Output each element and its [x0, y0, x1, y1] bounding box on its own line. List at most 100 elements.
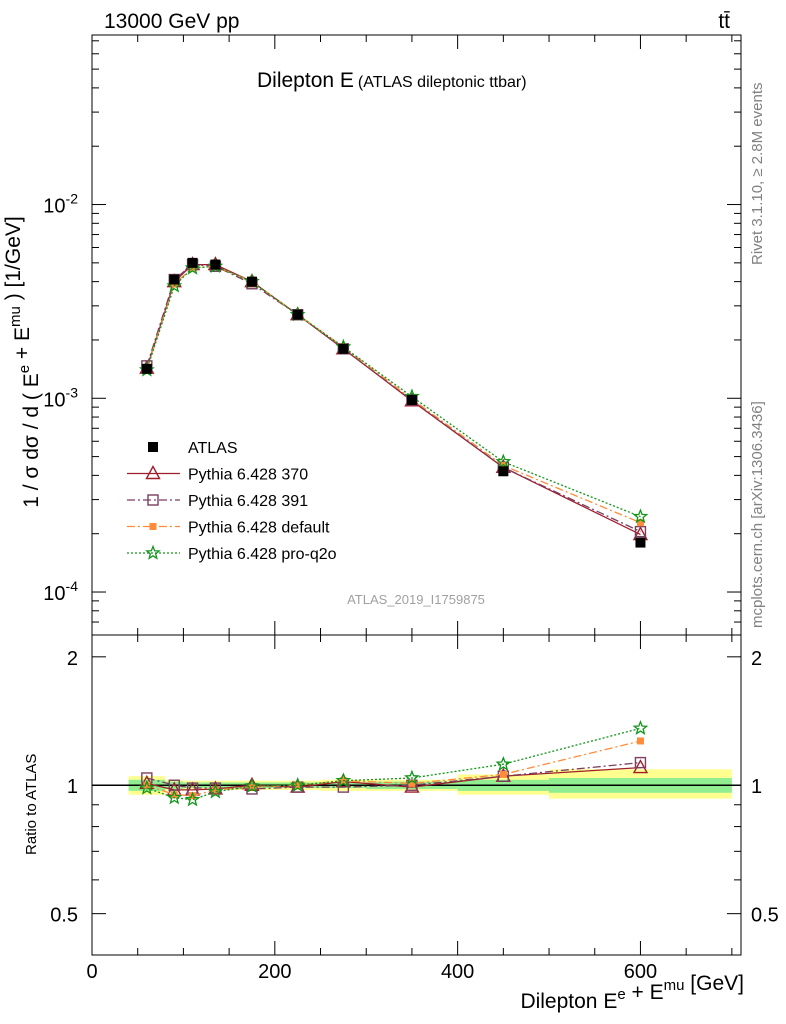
x-tick-label: 400: [441, 961, 474, 983]
ratio-point-pythia-6-428-default-4-shape: [248, 783, 256, 791]
point-atlas-4-shape: [246, 276, 257, 287]
ratio-point-pythia-6-428-default-0: [143, 781, 151, 789]
ratio-point-pythia-6-428-default-5: [294, 781, 302, 789]
ratio-point-pythia-6-428-default-5-shape: [294, 781, 302, 789]
point-atlas-7: [406, 394, 417, 405]
ratio-point-pythia-6-428-default-3: [211, 786, 219, 794]
x-axis-label: Dilepton Ee + Emu [GeV]: [520, 972, 744, 1013]
y-tick-label: 10-2: [43, 191, 78, 218]
point-atlas-5: [292, 309, 303, 320]
legend-entry-pythia-6-428-370: Pythia 6.428 370: [127, 465, 308, 484]
point-pythia-6-428-391-9: [634, 525, 647, 538]
series-line-pythia-6-428-default: [146, 265, 641, 524]
series-atlas: [141, 257, 646, 548]
legend-marker-atlas: [148, 442, 158, 452]
ratio-point-pythia-6-428-391-9-shape: [634, 756, 647, 769]
point-atlas-1-shape: [169, 274, 180, 285]
ratio-point-pythia-6-428-default-0-shape: [143, 781, 151, 789]
x-tick-label: 200: [258, 961, 291, 983]
legend-marker-atlas-shape: [148, 442, 158, 452]
ratio-point-pythia-6-428-pro-q2o-5: [289, 776, 306, 792]
ratio-point-pythia-6-428-default-7-shape: [408, 779, 416, 787]
point-pythia-6-428-pro-q2o-9: [632, 508, 649, 524]
ratio-point-pythia-6-428-pro-q2o-5-shape: [289, 776, 306, 792]
point-pythia-6-428-pro-q2o-8: [495, 453, 512, 469]
ratio-point-pythia-6-428-default-8-shape: [499, 770, 507, 778]
legend-label-pythia-6-428-391: Pythia 6.428 391: [188, 493, 308, 510]
ratio-point-pythia-6-428-default-2: [189, 792, 197, 800]
legend-entry-pythia-6-428-pro-q2o: Pythia 6.428 pro-q2o: [127, 544, 337, 563]
legend-marker-pythia-6-428-default: [149, 523, 157, 530]
ratio-point-pythia-6-428-pro-q2o-6: [335, 772, 352, 788]
point-atlas-8-shape: [498, 466, 509, 477]
ratio-line-pythia-6-428-391: [146, 761, 641, 790]
y-tick-label: 10-3: [43, 384, 78, 411]
legend-marker-pythia-6-428-pro-q2o-shape: [145, 544, 161, 560]
ratio-point-pythia-6-428-pro-q2o-3-shape: [207, 783, 224, 799]
ratio-series-pythia-6-428-default: [143, 737, 644, 800]
ratio-point-pythia-6-428-pro-q2o-8: [495, 755, 512, 771]
ratio-point-pythia-6-428-pro-q2o-3: [207, 783, 224, 799]
ratio-line-pythia-6-428-default: [146, 740, 641, 797]
ratio-point-pythia-6-428-default-1-shape: [170, 791, 178, 799]
point-atlas-2-shape: [187, 257, 198, 268]
legend-marker-pythia-6-428-391: [147, 494, 159, 506]
ratio-point-pythia-6-428-pro-q2o-7: [404, 769, 420, 785]
ratio-series-pythia-6-428-pro-q2o: [138, 719, 649, 807]
point-atlas-3-shape: [210, 259, 221, 270]
legend-marker-pythia-6-428-391-shape: [147, 494, 159, 506]
point-atlas-8: [498, 466, 509, 477]
series-line-pythia-6-428-pro-q2o: [146, 265, 641, 518]
main-plot: 10-2 10-3 10-4: [43, 34, 742, 636]
legend: ATLAS Pythia 6.428 370 Pythia 6.428 391 Pyt…: [127, 440, 337, 563]
ratio-y-tick-label-right: 2: [751, 648, 762, 670]
point-pythia-6-428-default-8: [499, 461, 507, 469]
point-pythia-6-428-pro-q2o-9-shape: [632, 508, 649, 524]
ratio-point-pythia-6-428-391-9: [634, 756, 647, 769]
legend-entry-atlas: ATLAS: [148, 440, 238, 457]
x-tick-label: 0: [86, 961, 97, 983]
ratio-point-pythia-6-428-pro-q2o-4: [244, 777, 260, 793]
point-atlas-9: [635, 537, 646, 548]
legend-label-pythia-6-428-370: Pythia 6.428 370: [188, 467, 308, 484]
svg-text:1 / σ dσ / d ( Ee + Emu ) [1/G: 1 / σ dσ / d ( Ee + Emu ) [1/GeV]: [2, 216, 43, 508]
ratio-point-pythia-6-428-default-4: [248, 783, 256, 791]
x-tick-label: 600: [624, 961, 657, 983]
point-pythia-6-428-pro-q2o-8-shape: [495, 453, 512, 469]
point-atlas-1: [169, 274, 180, 285]
legend-marker-pythia-6-428-default-shape: [149, 523, 157, 530]
legend-marker-pythia-6-428-pro-q2o: [145, 544, 161, 560]
ratio-point-pythia-6-428-pro-q2o-8-shape: [495, 755, 512, 771]
analysis-watermark: ATLAS_2019_I1759875: [347, 592, 485, 607]
point-atlas-2: [187, 257, 198, 268]
ratio-point-pythia-6-428-pro-q2o-6-shape: [335, 772, 352, 788]
plot-title-sub: (ATLAS dileptonic ttbar): [358, 74, 527, 91]
ratio-point-pythia-6-428-pro-q2o-0-shape: [138, 779, 155, 795]
point-atlas-9-shape: [635, 537, 646, 548]
point-pythia-6-428-default-9: [636, 519, 644, 527]
ratio-point-pythia-6-428-pro-q2o-2-shape: [184, 791, 201, 807]
ratio-series-pythia-6-428-391: [141, 756, 647, 795]
ratio-y-tick-label-right: 1: [751, 776, 762, 798]
ratio-point-pythia-6-428-pro-q2o-2: [184, 791, 201, 807]
point-pythia-6-428-391-9-shape: [634, 525, 647, 538]
legend-label-pythia-6-428-default: Pythia 6.428 default: [188, 520, 330, 537]
energy-label: 13000 GeV pp: [104, 10, 239, 33]
ratio-point-pythia-6-428-default-9-shape: [636, 737, 644, 745]
ratio-point-pythia-6-428-pro-q2o-1: [166, 789, 183, 805]
ratio-point-pythia-6-428-pro-q2o-4-shape: [244, 777, 260, 793]
point-atlas-5-shape: [292, 309, 303, 320]
legend-label-atlas: ATLAS: [188, 440, 238, 457]
ratio-y-tick-label: 1: [67, 776, 78, 798]
ratio-point-pythia-6-428-default-3-shape: [211, 786, 219, 794]
point-pythia-6-428-default-9-shape: [636, 519, 644, 527]
plot-title: Dilepton E (ATLAS dileptonic ttbar): [257, 69, 527, 92]
point-pythia-6-428-default-8-shape: [499, 461, 507, 469]
point-atlas-0: [141, 363, 152, 374]
legend-entry-pythia-6-428-default: Pythia 6.428 default: [127, 520, 330, 537]
main-ylabel: 1 / σ dσ / d ( Ee + Emu ) [1/GeV]: [2, 216, 43, 508]
ratio-point-pythia-6-428-pro-q2o-7-shape: [404, 769, 420, 785]
ratio-point-pythia-6-428-default-9: [636, 737, 644, 745]
series-line-pythia-6-428-391: [146, 263, 641, 533]
